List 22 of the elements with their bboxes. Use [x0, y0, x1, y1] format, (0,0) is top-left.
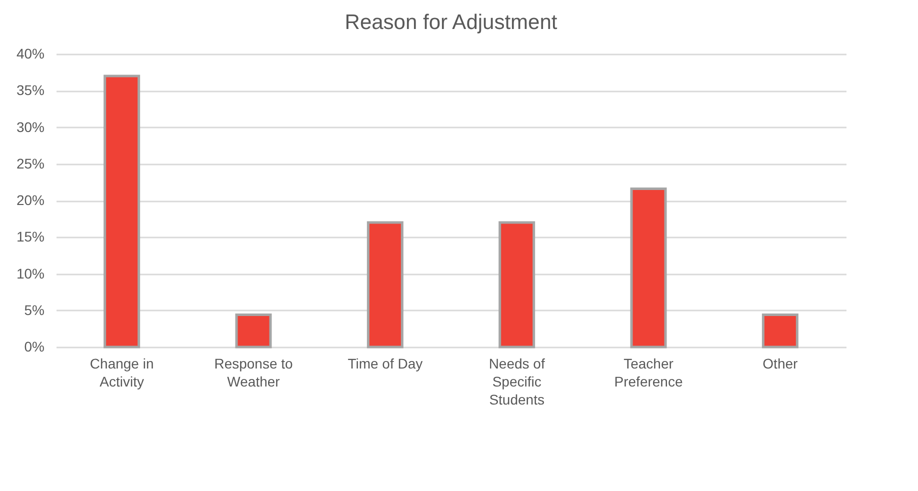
- y-tick-label: 35%: [16, 82, 44, 98]
- bar: [498, 221, 536, 348]
- x-tick-label: Change in Activity: [90, 356, 154, 390]
- x-tick-label: Needs of Specific Students: [488, 356, 545, 408]
- y-tick-label: 15%: [16, 228, 44, 245]
- y-tick-label: 5%: [24, 302, 44, 318]
- bar: [366, 221, 404, 348]
- bar: [104, 74, 140, 348]
- y-tick-label: 40%: [16, 46, 44, 62]
- x-tick-label: Response to Weather: [214, 356, 294, 390]
- bar: [762, 314, 798, 348]
- chart-title: Reason for Adjustment: [344, 11, 558, 34]
- y-tick-label: 10%: [16, 265, 44, 282]
- y-tick-label: 25%: [16, 155, 44, 172]
- x-tick-label: Time of Day: [348, 356, 423, 372]
- y-tick-label: 20%: [16, 192, 44, 208]
- bar: [235, 314, 272, 348]
- x-tick-label: Teacher Preference: [614, 356, 683, 390]
- y-tick-label: 0%: [24, 338, 44, 354]
- y-tick-label: 30%: [16, 118, 44, 135]
- x-tick-label: Other: [762, 356, 798, 372]
- bar: [630, 188, 667, 348]
